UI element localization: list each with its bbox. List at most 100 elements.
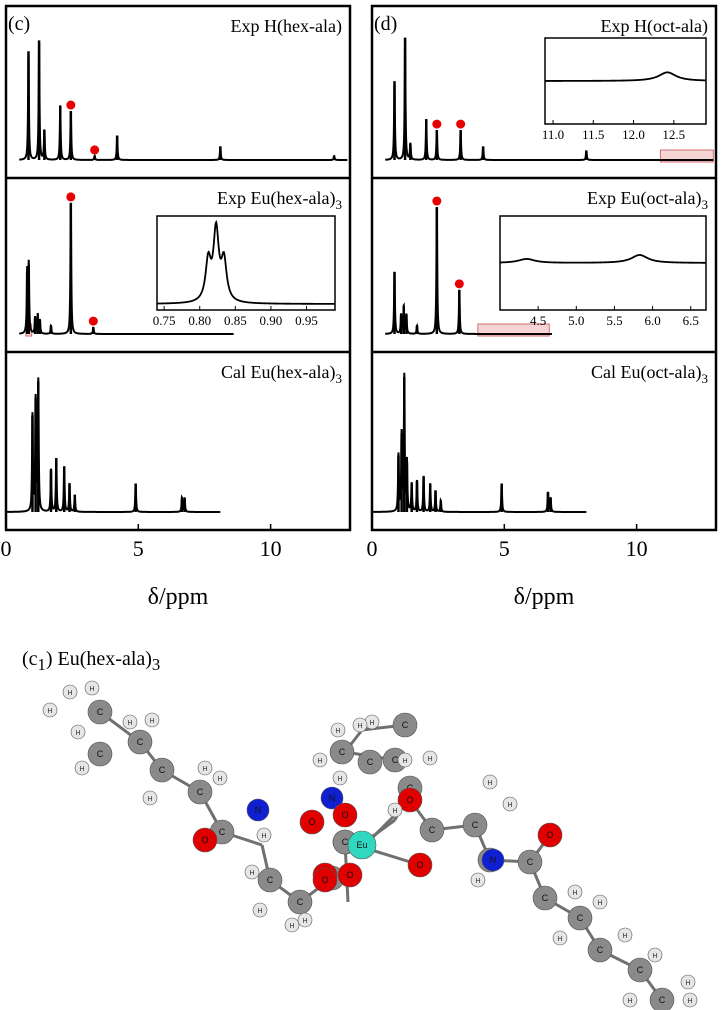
carbon-atom: C <box>257 867 283 893</box>
svg-text:C: C <box>637 965 644 975</box>
peak-marker <box>456 119 466 129</box>
svg-text:H: H <box>147 796 152 803</box>
svg-text:H: H <box>149 718 154 725</box>
hydrogen-atom: H <box>212 770 228 786</box>
svg-text:C: C <box>577 913 584 923</box>
x-tick-label: 5 <box>133 536 144 561</box>
hydrogen-atom: H <box>332 770 348 786</box>
carbon-atom: C <box>532 885 558 911</box>
subplot-label-sub: 3 <box>702 371 709 386</box>
x-tick-label: 5 <box>499 536 510 561</box>
svg-text:H: H <box>622 933 627 940</box>
hydrogen-atom: H <box>682 992 698 1008</box>
hydrogen-atom: H <box>422 750 438 766</box>
svg-text:Eu: Eu <box>356 840 367 850</box>
svg-text:C: C <box>159 765 166 775</box>
panel-tag: (d) <box>374 13 397 35</box>
peak-marker <box>432 119 442 129</box>
panel-c: (c) Exp H(hex-ala)Exp Eu(hex-ala)30.75 0.8… <box>1 4 352 610</box>
svg-text:H: H <box>427 756 432 763</box>
carbon-atom: C <box>392 712 418 738</box>
molecule-title-prefix: (c <box>22 648 38 670</box>
hydrogen-atom: H <box>592 894 608 910</box>
hydrogen-atom: H <box>647 947 663 963</box>
subplot-label: Cal Eu(hex-ala)3 <box>221 362 342 386</box>
subplot-label-sub: 3 <box>336 371 343 386</box>
svg-text:N: N <box>255 805 262 815</box>
oxygen-atom: O <box>537 822 563 848</box>
peak-marker <box>88 316 98 326</box>
svg-text:C: C <box>339 747 346 757</box>
inset-tick-label: 0.80 <box>188 313 211 328</box>
panel-frame <box>370 4 718 532</box>
svg-text:N: N <box>329 793 336 803</box>
svg-text:C: C <box>97 707 104 717</box>
oxygen-atom: O <box>407 852 433 878</box>
subplot-label-text: Cal Eu(hex-ala) <box>221 362 335 383</box>
hydrogen-atom: H <box>297 912 313 928</box>
hydrogen-atom: H <box>142 790 158 806</box>
svg-text:H: H <box>475 878 480 885</box>
carbon-atom: C <box>87 741 113 767</box>
svg-text:C: C <box>342 837 349 847</box>
subplot-label-text: Exp H(hex-ala) <box>231 16 342 37</box>
carbon-atom: C <box>287 889 313 915</box>
svg-text:C: C <box>597 945 604 955</box>
svg-text:H: H <box>357 723 362 730</box>
svg-text:O: O <box>416 860 423 870</box>
figure: (c) Exp H(hex-ala)Exp Eu(hex-ala)30.75 0.8… <box>1 4 718 610</box>
panel-frame <box>4 4 352 532</box>
subplot-c-2: Cal Eu(hex-ala)3 <box>5 362 342 513</box>
hydrogen-atom: H <box>312 752 328 768</box>
peak-marker <box>90 145 100 155</box>
svg-text:H: H <box>47 708 52 715</box>
svg-text:H: H <box>335 728 340 735</box>
bonds <box>99 710 664 1001</box>
inset-tick-label: 0.75 <box>153 313 176 328</box>
peak-marker <box>432 196 442 206</box>
svg-text:N: N <box>490 855 497 865</box>
inset-tick-label: 0.95 <box>295 313 318 328</box>
svg-text:H: H <box>687 998 692 1005</box>
subplot-c-1: Exp Eu(hex-ala)3 0.75 0.80 0.85 0.90 0.95 <box>19 188 342 337</box>
subplot-label: Cal Eu(oct-ala)3 <box>591 362 708 386</box>
peak-marker <box>454 279 464 289</box>
carbon-atom: C <box>462 812 488 838</box>
svg-text:C: C <box>137 737 144 747</box>
svg-text:O: O <box>346 870 353 880</box>
hydrogen-atom: H <box>617 927 633 943</box>
molecule-structure: HHHHCCHCHHCHCHHCONHCHHCHHCONOOOCEuOOCCCH… <box>42 680 698 1010</box>
oxygen-atom: O <box>299 809 325 835</box>
svg-text:H: H <box>402 758 407 765</box>
hydrogen-atom: H <box>552 930 568 946</box>
oxygen-atom: O <box>397 787 423 813</box>
peak-marker <box>66 100 76 110</box>
svg-text:H: H <box>557 936 562 943</box>
hydrogen-atom: H <box>197 760 213 776</box>
subplot-d-2: Cal Eu(oct-ala)3 <box>372 362 708 513</box>
subplot-label-sub: 3 <box>336 197 343 212</box>
subplot-label: Exp H(hex-ala) <box>231 16 342 37</box>
molecule-title-sub2: 3 <box>151 655 161 674</box>
subplot-label-text: Exp H(oct-ala) <box>601 16 708 37</box>
hydrogen-atom: H <box>567 884 583 900</box>
subplot-label: Exp Eu(hex-ala)3 <box>217 188 342 212</box>
oxygen-atom: O <box>332 802 358 828</box>
svg-text:H: H <box>127 720 132 727</box>
hydrogen-atom: H <box>256 827 272 843</box>
x-tick-label: 0 <box>1 536 12 561</box>
molecule-title-sub: 1 <box>37 655 46 674</box>
nitrogen-atom: N <box>320 786 344 810</box>
carbon-atom: C <box>87 699 113 725</box>
hydrogen-atom: H <box>364 714 380 730</box>
subplot-d-0: Exp H(oct-ala) 11.0 11.5 12.0 12.5 <box>385 16 714 163</box>
svg-text:H: H <box>67 690 72 697</box>
carbon-atom: C <box>127 729 153 755</box>
x-tick-label: 0 <box>367 536 378 561</box>
carbon-atom: C <box>187 779 213 805</box>
hydrogen-atom: H <box>284 917 300 933</box>
nitrogen-atom: N <box>481 848 505 872</box>
svg-text:H: H <box>289 923 294 930</box>
svg-text:C: C <box>197 787 204 797</box>
carbon-atom: C <box>649 987 675 1010</box>
